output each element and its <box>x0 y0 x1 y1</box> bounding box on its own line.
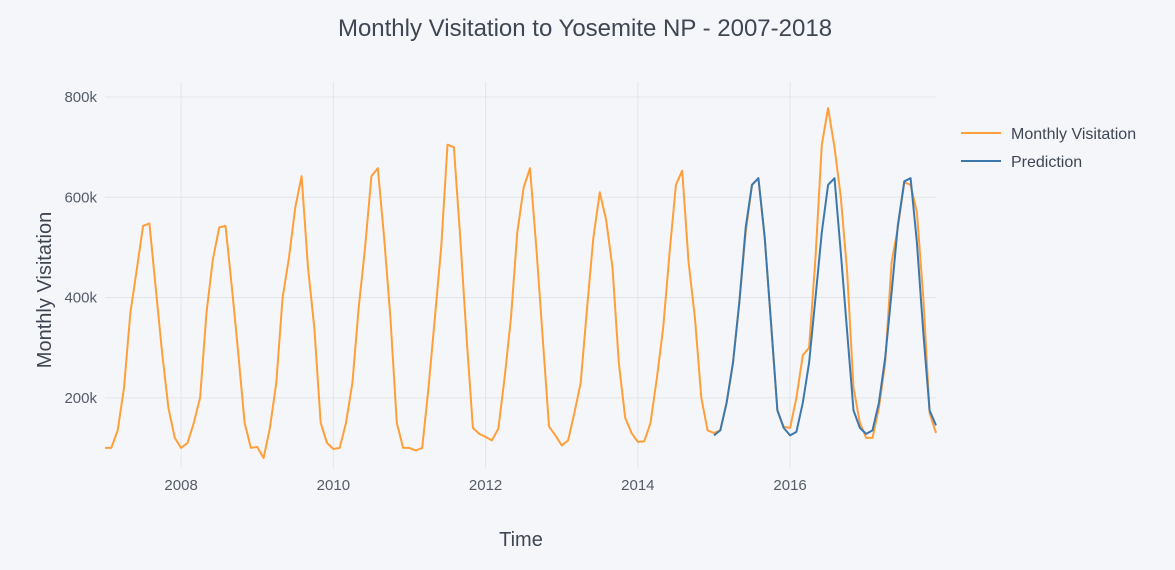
x-axis-ticks: 2008 2010 2012 2014 2016 <box>164 477 806 494</box>
y-tick-label: 200k <box>64 390 97 407</box>
x-tick-label: 2016 <box>773 477 806 494</box>
y-tick-label: 400k <box>64 290 97 307</box>
y-axis-ticks: 200k 400k 600k 800k <box>64 89 97 407</box>
chart-title: Monthly Visitation to Yosemite NP - 2007… <box>338 15 832 42</box>
series-layer <box>105 107 937 459</box>
x-tick-label: 2008 <box>164 477 197 494</box>
x-tick-label: 2014 <box>621 477 654 494</box>
legend: Monthly Visitation Prediction <box>961 126 1136 171</box>
y-tick-label: 600k <box>64 189 97 206</box>
y-tick-label: 800k <box>64 89 97 106</box>
prediction-series-line <box>713 177 937 437</box>
y-axis-title: Monthly Visitation <box>34 212 56 368</box>
x-axis-title: Time <box>499 529 543 551</box>
grid-layer <box>105 82 936 468</box>
x-tick-label: 2012 <box>469 477 502 494</box>
legend-label: Prediction <box>1011 154 1082 171</box>
legend-label: Monthly Visitation <box>1011 126 1136 143</box>
actual-series-line <box>105 107 937 459</box>
x-tick-label: 2010 <box>317 477 350 494</box>
